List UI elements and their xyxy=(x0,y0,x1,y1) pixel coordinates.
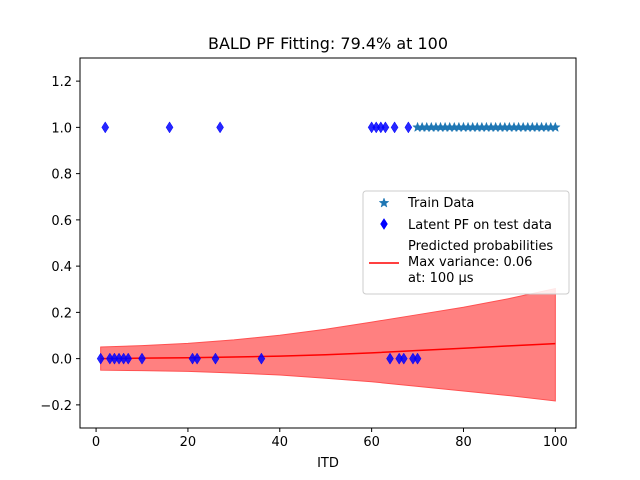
x-axis-ticks: 0 20 40 60 80 100 xyxy=(92,428,568,450)
latent-pf-point xyxy=(96,352,105,365)
legend-predicted-label: Predicted probabilities Max variance: 0.0… xyxy=(408,239,553,286)
train-data-point xyxy=(549,121,561,132)
y-tick-label: 1.2 xyxy=(51,75,72,90)
x-tick-label: 100 xyxy=(543,435,568,450)
legend-train-label: Train Data xyxy=(407,196,474,211)
latent-pf-point xyxy=(138,352,146,365)
latent-pf-point xyxy=(404,121,413,134)
legend-box xyxy=(362,190,570,295)
latent-pf-point xyxy=(216,121,224,134)
predicted-line-layer xyxy=(100,342,556,360)
x-tick-label: 80 xyxy=(455,435,472,450)
legend: Train Data Latent PF on test data Predicte… xyxy=(362,190,570,295)
legend-latent-label: Latent PF on test data xyxy=(408,218,552,233)
y-tick-label: −0.2 xyxy=(40,399,72,414)
latent-pf-point xyxy=(257,352,266,365)
y-tick-label: 1.0 xyxy=(51,121,72,136)
y-tick-label: 0.6 xyxy=(51,214,72,229)
confidence-band xyxy=(100,287,556,402)
x-tick-label: 20 xyxy=(180,435,197,450)
latent-pf-point xyxy=(390,121,399,134)
latent-pf-point xyxy=(386,352,394,365)
y-tick-label: 0.2 xyxy=(51,306,72,321)
plot-area-frame xyxy=(79,57,577,429)
legend-latent-marker xyxy=(380,218,388,230)
y-axis-ticks: −0.2 0.0 0.2 0.4 0.6 0.8 1.0 1.2 xyxy=(40,75,80,414)
latent-pf-point xyxy=(211,352,220,365)
x-tick-label: 0 xyxy=(92,435,100,450)
y-tick-label: 0.0 xyxy=(51,353,72,368)
confidence-band-layer xyxy=(100,287,556,402)
marker-layer xyxy=(96,121,561,365)
predicted-probability-line xyxy=(100,342,556,360)
y-tick-label: 0.4 xyxy=(51,260,72,275)
latent-pf-point xyxy=(413,352,422,365)
x-tick-label: 60 xyxy=(363,435,380,450)
latent-pf-point xyxy=(101,121,110,134)
latent-pf-point xyxy=(165,121,174,134)
chart-title: BALD PF Fitting: 79.4% at 100 xyxy=(208,34,448,53)
latent-pf-point xyxy=(381,121,390,134)
x-axis-label: ITD xyxy=(317,456,339,471)
latent-pf-point xyxy=(124,352,133,365)
legend-train-marker xyxy=(378,197,390,208)
x-tick-label: 40 xyxy=(272,435,289,450)
latent-pf-point xyxy=(399,352,408,365)
latent-pf-point xyxy=(193,352,201,365)
y-tick-label: 0.8 xyxy=(51,168,72,183)
